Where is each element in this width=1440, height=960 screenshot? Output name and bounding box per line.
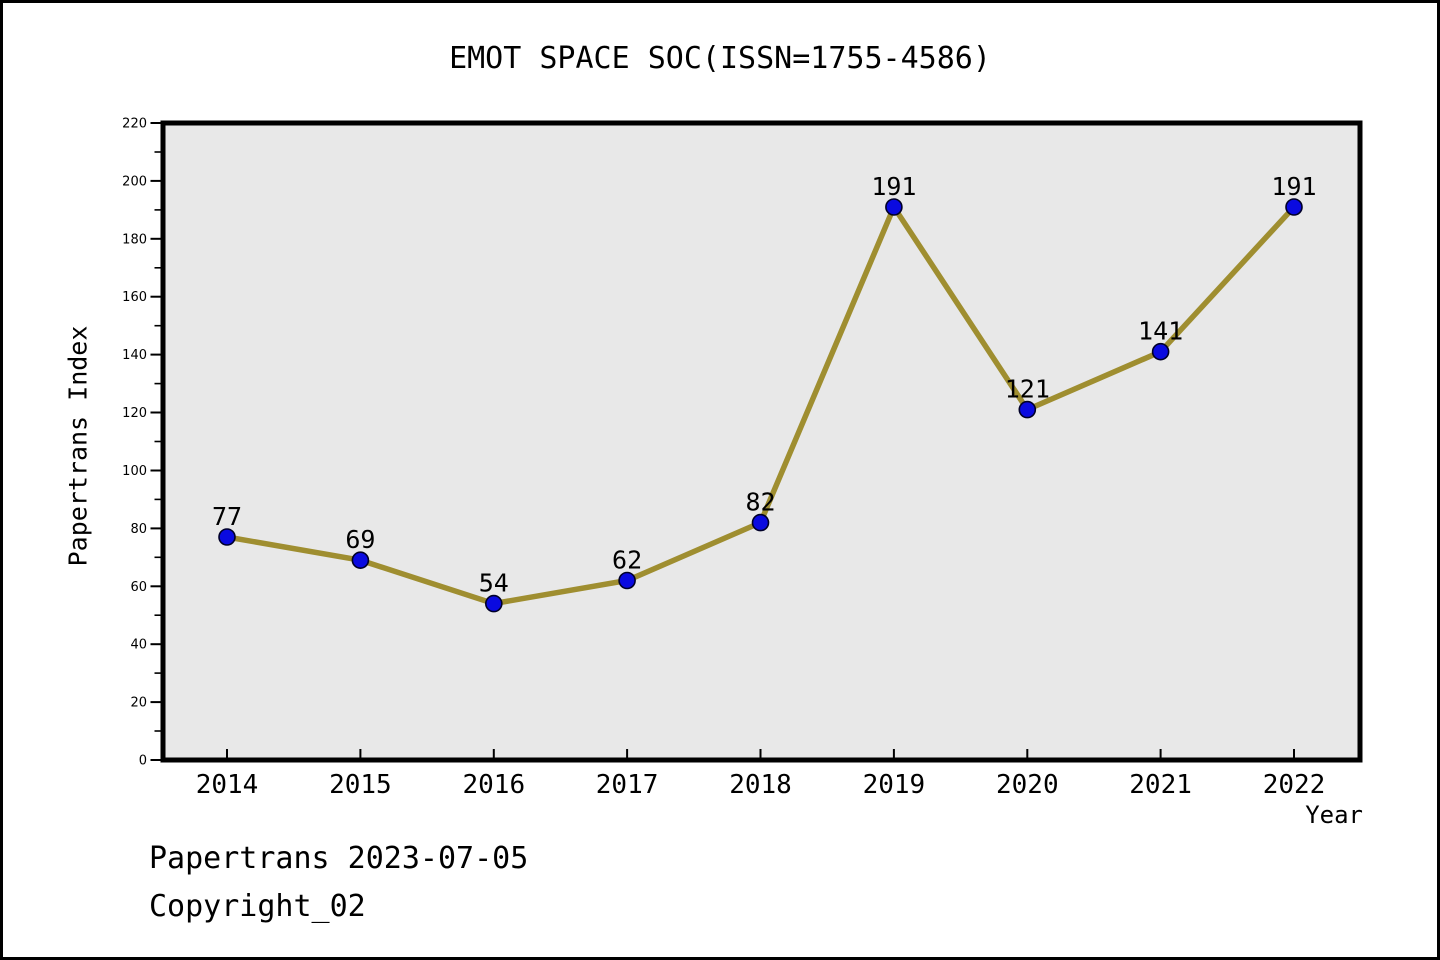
- data-point-2021: [1151, 342, 1170, 361]
- point-label-2022: 191: [1271, 172, 1316, 201]
- point-label-2016: 54: [479, 569, 509, 598]
- y-axis-label: Papertrans Index: [63, 325, 93, 567]
- y-tick-label-20: 20: [130, 696, 147, 711]
- plot-frame: [160, 120, 1363, 763]
- y-tick-label-100: 100: [122, 464, 147, 479]
- y-tick-label-180: 180: [122, 232, 147, 247]
- data-point-2020: [1018, 400, 1037, 419]
- y-tick-label-160: 160: [122, 290, 147, 305]
- y-tick-label-0: 0: [139, 754, 147, 769]
- y-tick-label-220: 220: [122, 117, 147, 132]
- x-tick-label-2018: 2018: [729, 770, 792, 800]
- y-tick-label-40: 40: [130, 638, 147, 653]
- point-label-2018: 82: [745, 488, 775, 517]
- plot-background: [163, 123, 1360, 760]
- footer-copyright: Copyright_02: [149, 889, 366, 924]
- data-point-2019: [885, 198, 903, 216]
- data-point-2018: [751, 513, 770, 532]
- data-point-2022: [1285, 198, 1303, 216]
- x-tick-label-2014: 2014: [196, 770, 259, 800]
- x-tick-label-2017: 2017: [596, 770, 659, 800]
- point-label-2014: 77: [212, 502, 242, 531]
- point-label-2021: 141: [1138, 317, 1183, 346]
- y-tick-label-60: 60: [130, 580, 147, 595]
- y-tick-label-120: 120: [122, 406, 147, 421]
- x-tick-label-2015: 2015: [329, 770, 392, 800]
- x-tick-label-2020: 2020: [996, 770, 1059, 800]
- footer-date: Papertrans 2023-07-05: [149, 841, 529, 876]
- line-chart-plot: 77 69 54 62 82 191 121 141 191 0 20 40 60 80 100 120 140…: [122, 117, 1363, 800]
- y-tick-label-140: 140: [122, 348, 147, 363]
- x-tick-label-2016: 2016: [462, 770, 525, 800]
- data-point-2014: [218, 528, 236, 546]
- y-tick-label-80: 80: [130, 522, 147, 537]
- data-point-2017: [618, 571, 636, 590]
- point-label-2015: 69: [345, 525, 375, 554]
- point-label-2019: 191: [871, 172, 916, 201]
- point-label-2017: 62: [612, 546, 642, 575]
- y-tick-label-200: 200: [122, 174, 147, 189]
- point-label-2020: 121: [1005, 375, 1050, 404]
- chart-title: EMOT SPACE SOC(ISSN=1755-4586): [449, 41, 991, 76]
- x-tick-label-2022: 2022: [1263, 770, 1326, 800]
- x-tick-label-2019: 2019: [863, 770, 926, 800]
- x-tick-label-2021: 2021: [1129, 770, 1192, 800]
- data-point-2015: [351, 551, 370, 570]
- x-axis-label: Year: [1305, 801, 1363, 829]
- data-point-2016: [484, 594, 503, 613]
